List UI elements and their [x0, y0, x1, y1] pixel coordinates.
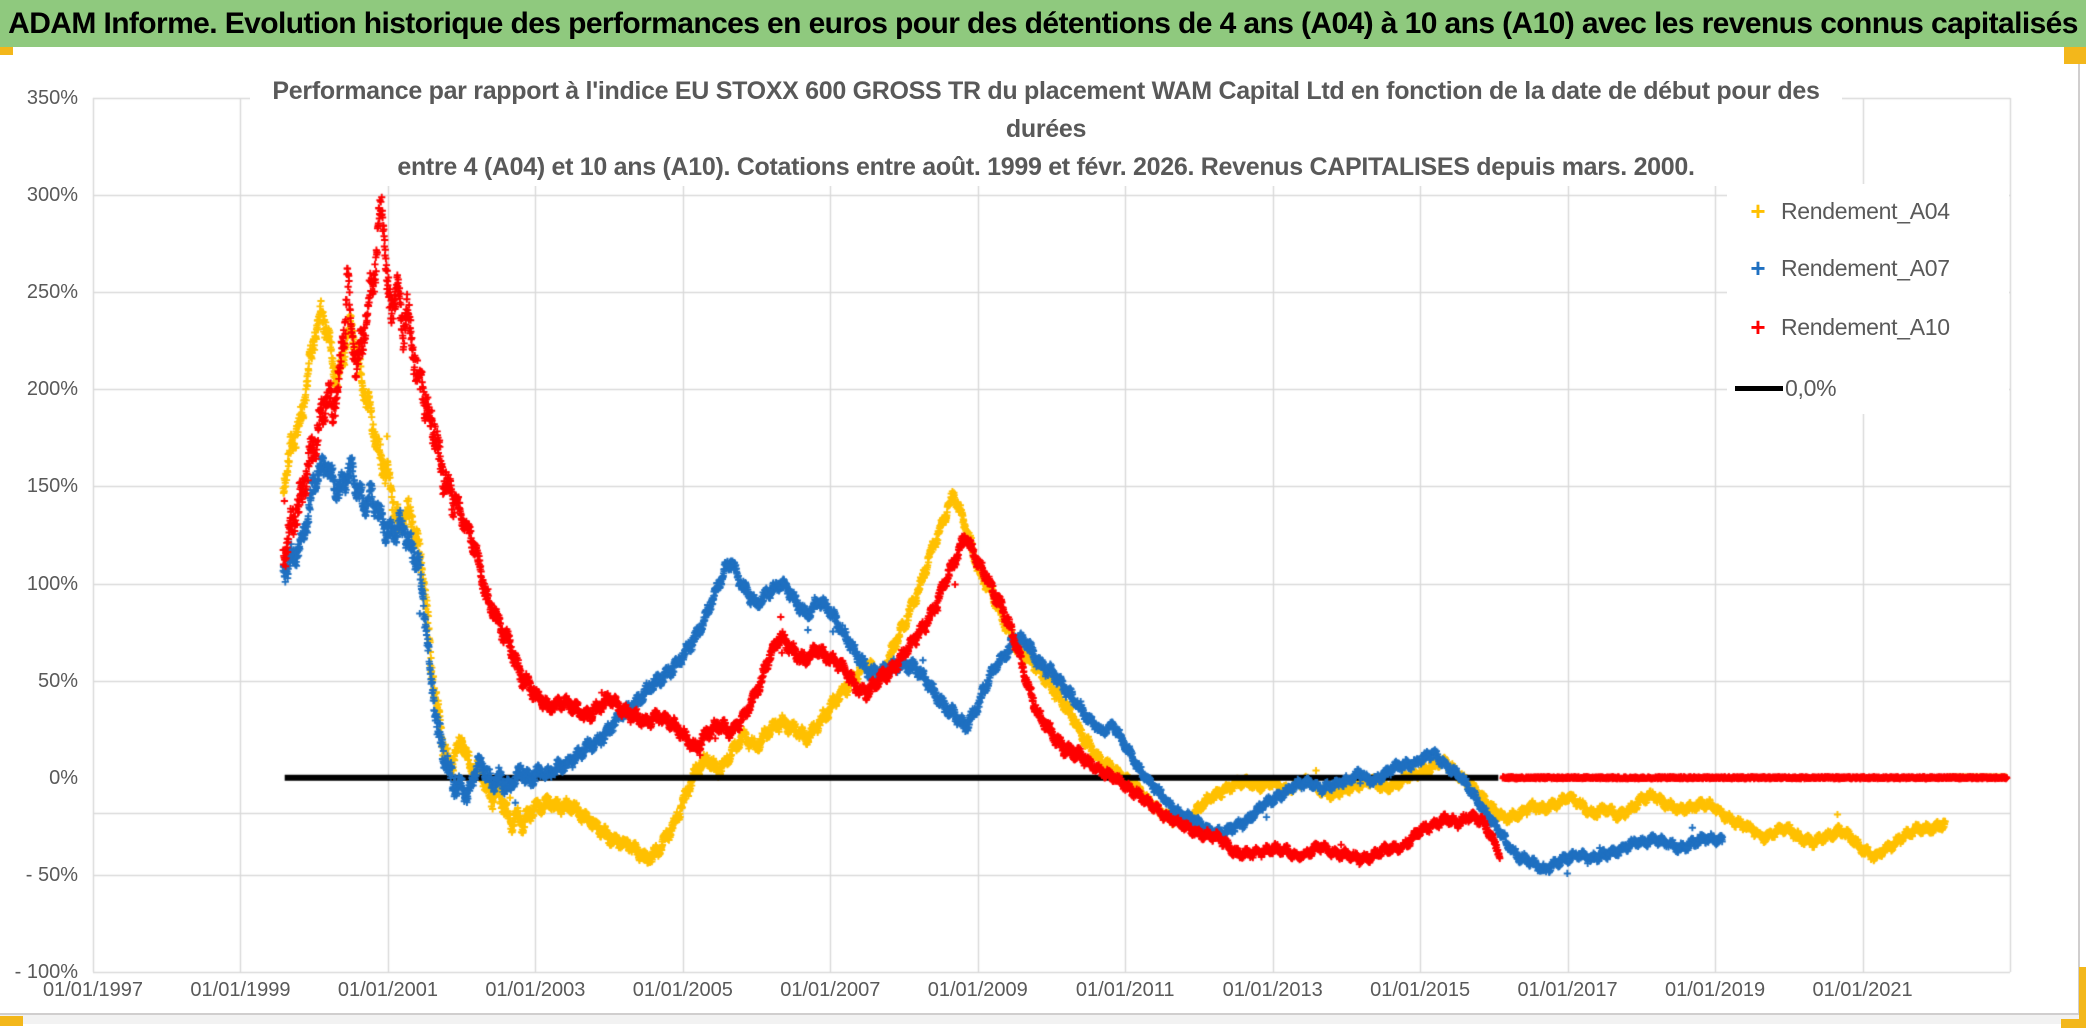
- chart-subtitle-line1: Performance par rapport à l'indice EU ST…: [272, 77, 1820, 143]
- gold-corner-top-right: [2064, 47, 2086, 64]
- gold-corner-bottom-right: [2061, 1019, 2086, 1028]
- legend-item: + Rendement_A07: [1735, 251, 1950, 285]
- y-axis-tick-label: 300%: [26, 184, 78, 207]
- gold-edge-right: [2079, 967, 2086, 1019]
- x-axis-tick-label: 01/01/2005: [632, 979, 733, 1001]
- legend-item: 0,0%: [1735, 371, 1837, 405]
- x-axis-tick-label: 01/01/2011: [1075, 979, 1175, 1001]
- legend-marker-plus-icon: +: [1750, 312, 1766, 342]
- x-axis-tick-label: 01/01/2021: [1812, 979, 1913, 1001]
- chart-subtitle: Performance par rapport à l'indice EU ST…: [250, 72, 1842, 186]
- legend-item-label: Rendement_A10: [1781, 313, 1950, 340]
- legend-item: + Rendement_A04: [1735, 194, 1950, 228]
- y-axis-tick-label: 150%: [26, 475, 78, 498]
- x-axis-tick-label: 01/01/2013: [1222, 979, 1323, 1001]
- x-axis-tick-label: 01/01/2015: [1370, 979, 1471, 1001]
- chart-subtitle-line2: entre 4 (A04) et 10 ans (A10). Cotations…: [397, 153, 1695, 181]
- x-axis-tick-label: 01/01/1997: [42, 979, 144, 1001]
- frame-bottom-border: [0, 1013, 2086, 1015]
- frame-right-border: [2078, 47, 2080, 1014]
- x-axis-tick-label: 01/01/2019: [1665, 979, 1766, 1001]
- bottom-strip: [0, 1015, 2086, 1024]
- gold-corner-top-left: [0, 47, 13, 55]
- y-axis-tick-label: - 100%: [14, 961, 78, 983]
- legend: + Rendement_A04 + Rendement_A07 + Rendement_A…: [1727, 184, 2009, 414]
- x-axis-tick-label: 01/01/2017: [1517, 979, 1618, 1001]
- legend-marker-line-icon: [1735, 385, 1783, 391]
- legend-marker-plus-icon: +: [1750, 253, 1766, 283]
- legend-marker-plus-icon: +: [1750, 196, 1766, 226]
- x-axis-tick-label: 01/01/1999: [190, 979, 291, 1001]
- x-axis-tick-label: 01/01/2003: [485, 979, 586, 1001]
- y-axis-tick-label: 250%: [26, 281, 78, 304]
- gold-corner-bottom-left: [0, 1016, 23, 1026]
- y-axis-tick-label: 50%: [37, 669, 78, 692]
- y-axis-tick-label: 0%: [49, 766, 78, 789]
- x-axis-tick-label: 01/01/2009: [927, 979, 1028, 1001]
- legend-item: + Rendement_A10: [1735, 310, 1950, 344]
- y-axis-tick-label: 200%: [26, 378, 78, 401]
- x-axis-tick-label: 01/01/2007: [780, 979, 881, 1001]
- y-axis-tick-label: 100%: [26, 572, 78, 595]
- y-axis-tick-label: - 50%: [25, 863, 78, 886]
- legend-item-label: Rendement_A07: [1781, 254, 1950, 281]
- legend-item-label: 0,0%: [1785, 374, 1837, 401]
- x-axis-tick-label: 01/01/2001: [337, 979, 438, 1001]
- y-axis-tick-label: 350%: [26, 87, 78, 109]
- legend-item-label: Rendement_A04: [1781, 197, 1950, 224]
